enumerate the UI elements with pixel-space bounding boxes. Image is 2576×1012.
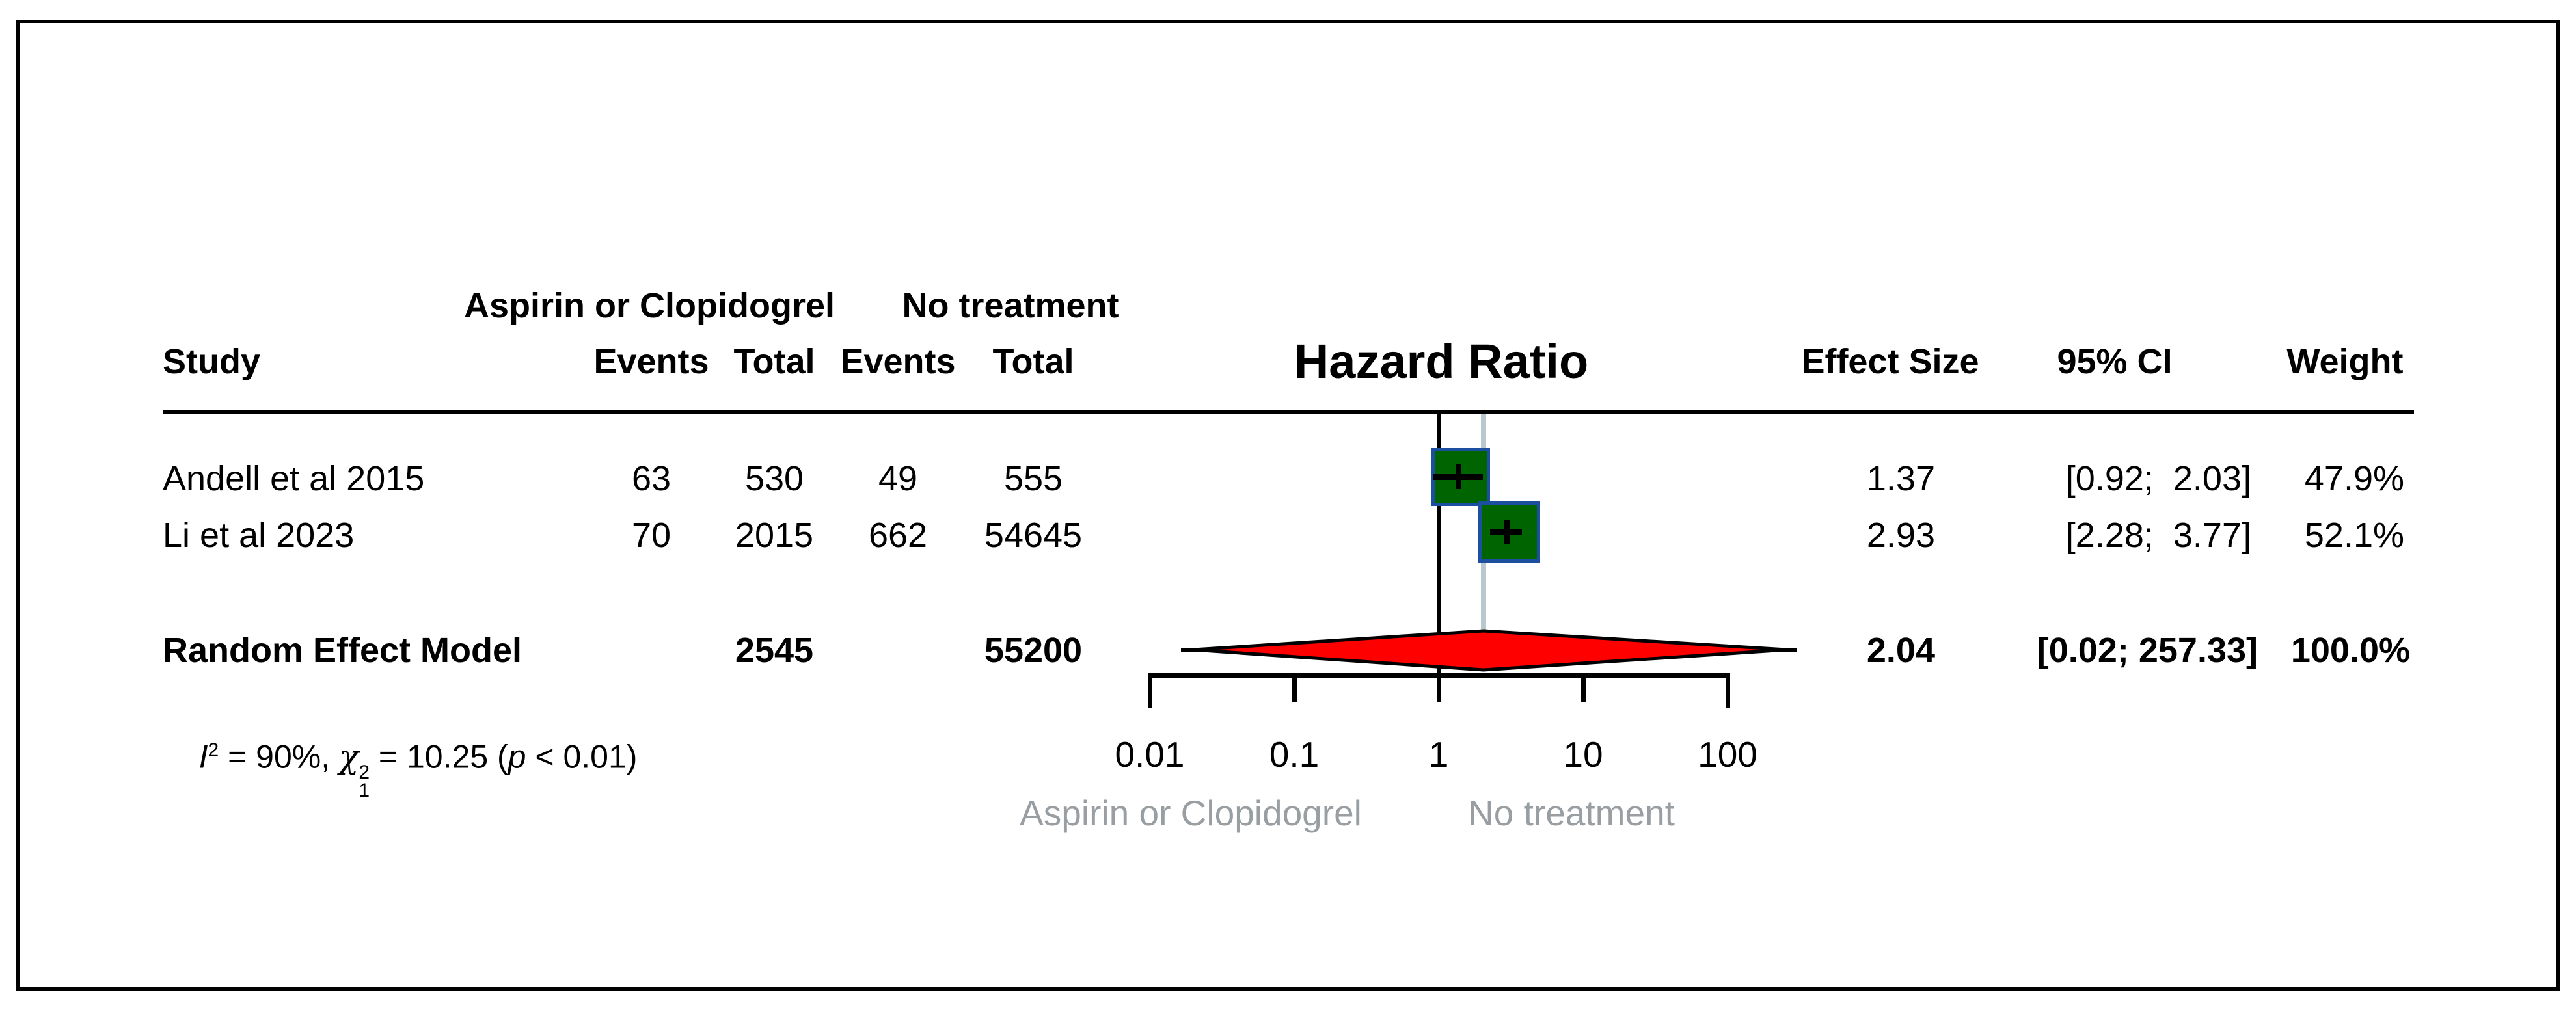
weight-value: 47.9% bbox=[2304, 459, 2404, 498]
heterogeneity-segment: = 90%, bbox=[219, 738, 340, 775]
x-axis-end-tick-right bbox=[1726, 673, 1730, 708]
column-header-95ci: 95% CI bbox=[2057, 342, 2173, 381]
total-treatment-value: 2015 bbox=[735, 516, 814, 555]
x-tick-label-0_1: 0.1 bbox=[1269, 734, 1320, 775]
study-label: Andell et al 2015 bbox=[163, 459, 425, 498]
column-header-events-treatment: Events bbox=[593, 342, 709, 381]
axis-direction-label-control: No treatment bbox=[1468, 793, 1675, 833]
x-tick-label-100: 100 bbox=[1698, 734, 1757, 775]
column-header-total-treatment: Total bbox=[733, 342, 815, 381]
x-tick-label-10: 10 bbox=[1563, 734, 1603, 775]
study-label: Li et al 2023 bbox=[163, 516, 355, 555]
summary-effect-size: 2.04 bbox=[1866, 631, 1935, 670]
reference-line-hr1 bbox=[1437, 414, 1441, 702]
chi-index: 1 bbox=[359, 779, 370, 801]
summary-diamond bbox=[1193, 629, 1787, 672]
column-header-events-control: Events bbox=[840, 342, 956, 381]
study2-point-tick bbox=[1504, 520, 1510, 544]
ci-value: [2.28; 3.77] bbox=[2065, 516, 2251, 555]
events-control-value: 662 bbox=[868, 516, 928, 555]
x-axis-end-tick-left bbox=[1148, 673, 1152, 708]
x-axis-tick-10 bbox=[1581, 673, 1586, 702]
p-symbol: p bbox=[508, 738, 526, 775]
total-treatment-value: 530 bbox=[744, 459, 804, 498]
x-tick-label-1: 1 bbox=[1428, 734, 1449, 775]
summary-ci: [0.02; 257.33] bbox=[2037, 631, 2258, 670]
summary-total-treatment: 2545 bbox=[735, 631, 814, 670]
effect-size-value: 1.37 bbox=[1866, 459, 1935, 498]
i-squared-symbol: I bbox=[198, 738, 208, 775]
heterogeneity-segment: = 10.25 ( bbox=[370, 738, 508, 775]
ci-value: [0.92; 2.03] bbox=[2065, 459, 2251, 498]
total-control-value: 555 bbox=[1003, 459, 1063, 498]
x-axis-bar bbox=[1148, 673, 1730, 678]
events-treatment-value: 70 bbox=[631, 516, 671, 555]
column-header-study: Study bbox=[163, 342, 261, 381]
events-treatment-value: 63 bbox=[631, 459, 671, 498]
plot-title-hazard-ratio: Hazard Ratio bbox=[1294, 334, 1589, 388]
i-squared-exponent: 2 bbox=[208, 739, 219, 761]
study1-point-tick bbox=[1456, 464, 1461, 489]
effect-size-value: 2.93 bbox=[1866, 516, 1935, 555]
x-axis-tick-0_1 bbox=[1292, 673, 1297, 702]
axis-direction-label-treatment: Aspirin or Clopidogrel bbox=[1020, 793, 1362, 833]
total-control-value: 54645 bbox=[984, 516, 1083, 555]
column-header-total-control: Total bbox=[992, 342, 1074, 381]
column-group-control: No treatment bbox=[902, 286, 1119, 325]
column-header-weight: Weight bbox=[2286, 342, 2404, 381]
x-tick-label-0_01: 0.01 bbox=[1115, 734, 1185, 775]
column-header-effect-size: Effect Size bbox=[1801, 342, 1979, 381]
column-group-treatment: Aspirin or Clopidogrel bbox=[463, 286, 835, 325]
summary-total-control: 55200 bbox=[984, 631, 1083, 670]
summary-weight: 100.0% bbox=[2290, 631, 2410, 670]
events-control-value: 49 bbox=[878, 459, 918, 498]
summary-model-label: Random Effect Model bbox=[163, 631, 522, 670]
weight-value: 52.1% bbox=[2304, 516, 2404, 555]
plot-border-frame bbox=[16, 20, 2560, 991]
heterogeneity-segment: < 0.01) bbox=[526, 738, 638, 775]
header-rule bbox=[163, 410, 2414, 414]
chi-symbol: χ bbox=[339, 738, 359, 776]
chi-exponent: 2 bbox=[359, 761, 370, 783]
